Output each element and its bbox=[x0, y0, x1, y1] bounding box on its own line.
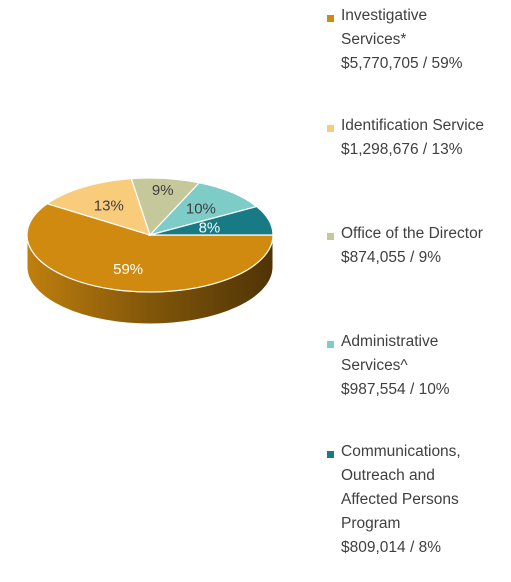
pie-data-label-2: 9% bbox=[152, 182, 174, 199]
legend-value: $1,298,676 / 13% bbox=[341, 141, 463, 158]
legend-entry-director: Office of the Director $874,055 / 9% bbox=[327, 222, 511, 270]
legend-entry-identification: Identification Service $1,298,676 / 13% bbox=[327, 114, 511, 162]
pie-data-label-4: 8% bbox=[199, 220, 221, 237]
pie-data-label-1: 13% bbox=[94, 197, 124, 214]
legend-value: $987,554 / 10% bbox=[341, 381, 450, 398]
legend-label-line: Investigative bbox=[341, 7, 428, 24]
legend-value: $809,014 / 8% bbox=[341, 539, 441, 556]
legend-label-line: Services* bbox=[341, 31, 407, 48]
pie-data-label-3: 10% bbox=[186, 201, 216, 218]
legend-label-line: Outreach and bbox=[341, 467, 435, 484]
legend-label-line: Services^ bbox=[341, 357, 408, 374]
pie-data-label-0: 59% bbox=[113, 261, 143, 278]
legend-label-line: Administrative bbox=[341, 333, 439, 350]
legend-swatch-director bbox=[327, 233, 334, 240]
legend-value: $874,055 / 9% bbox=[341, 249, 441, 266]
legend-value: $5,770,705 / 59% bbox=[341, 55, 463, 72]
legend-label-line: Program bbox=[341, 515, 401, 532]
pie-slice-4 bbox=[149, 205, 274, 236]
legend-swatch-investigative bbox=[327, 15, 334, 22]
legend-entry-investigative: Investigative Services* $5,770,705 / 59% bbox=[327, 4, 511, 76]
legend-swatch-identification bbox=[327, 125, 334, 132]
pie-slice-0 bbox=[26, 203, 274, 293]
legend-entry-administrative: Administrative Services^ $987,554 / 10% bbox=[327, 330, 511, 402]
pie-chart: 59% 13% 9% 10% 8% bbox=[26, 177, 274, 325]
legend-label-line: Affected Persons bbox=[341, 491, 459, 508]
legend-entry-communications: Communications, Outreach and Affected Pe… bbox=[327, 440, 511, 560]
pie-data-labels: 59% 13% 9% 10% 8% bbox=[94, 182, 220, 278]
legend-label-line: Identification Service bbox=[341, 117, 485, 134]
legend-label-line: Office of the Director bbox=[341, 225, 483, 242]
pie-top-faces bbox=[26, 177, 274, 293]
legend-swatch-administrative bbox=[327, 341, 334, 348]
pie-slice-1 bbox=[45, 178, 151, 236]
legend-swatch-communications bbox=[327, 451, 334, 458]
pie-slice-3 bbox=[148, 182, 258, 237]
legend-label-line: Communications, bbox=[341, 443, 461, 460]
